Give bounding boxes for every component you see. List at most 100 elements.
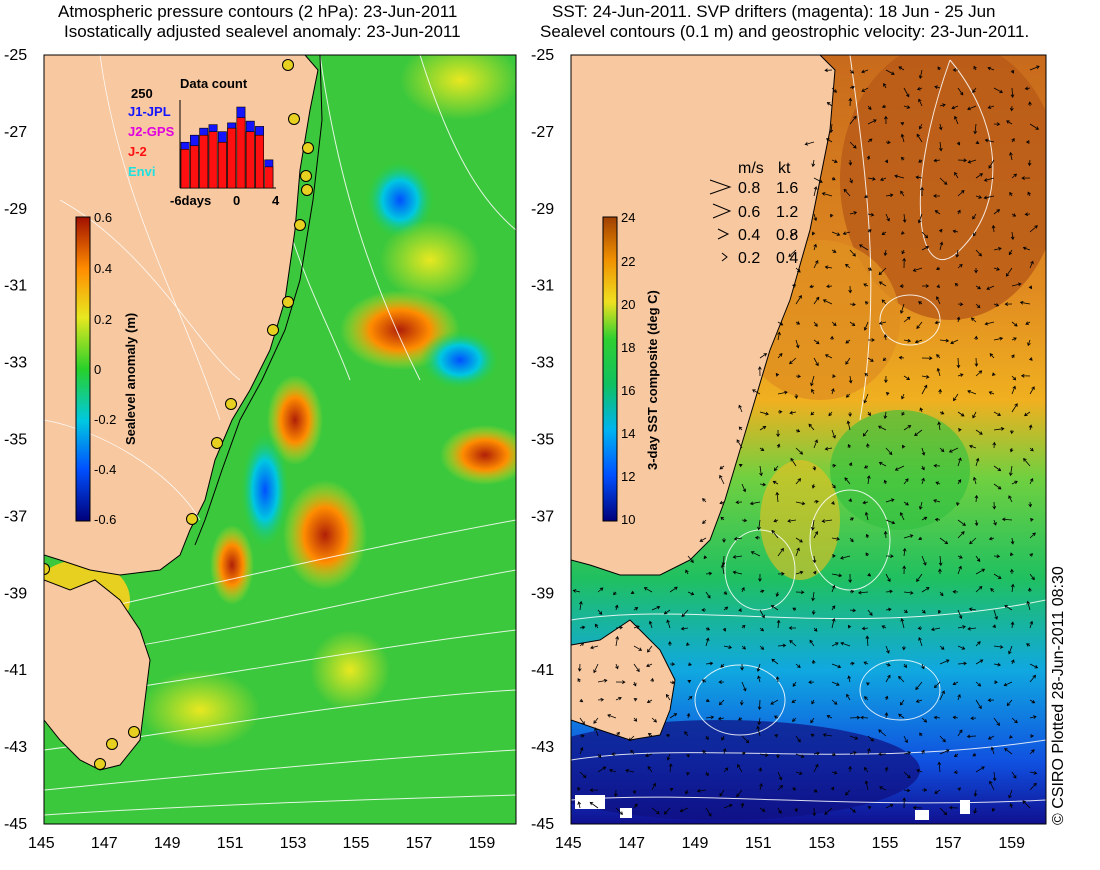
velocity-arrow xyxy=(831,536,840,541)
velocity-arrow xyxy=(885,193,894,198)
velocity-arrow xyxy=(795,570,804,575)
velocity-arrow xyxy=(991,372,996,377)
velocity-arrow xyxy=(648,620,653,629)
velocity-arrow xyxy=(973,65,977,71)
velocity-arrow xyxy=(777,410,783,414)
velocity-arrow xyxy=(939,749,950,755)
velocity-arrow xyxy=(847,675,851,683)
velocity-arrow xyxy=(831,663,842,669)
velocity-arrow xyxy=(643,587,653,593)
velocity-arrow xyxy=(900,231,905,235)
x-tick-right: 159 xyxy=(998,835,1025,852)
velocity-arrow xyxy=(878,281,887,287)
velocity-arrow xyxy=(938,123,943,131)
velocity-arrow xyxy=(739,699,744,706)
velocity-arrow xyxy=(938,388,943,395)
velocity-arrow xyxy=(861,626,869,631)
velocity-arrow xyxy=(795,735,801,743)
velocity-arrow xyxy=(795,447,804,455)
velocity-arrow xyxy=(863,465,869,469)
velocity-arrow xyxy=(863,661,869,665)
velocity-arrow xyxy=(1026,643,1031,647)
velocity-arrow xyxy=(881,104,887,109)
velocity-arrow xyxy=(594,727,599,737)
velocity-arrow xyxy=(848,624,852,629)
velocity-arrow xyxy=(810,717,815,724)
velocity-arrow xyxy=(957,264,963,269)
velocity-arrow xyxy=(1008,465,1013,477)
velocity-arrow xyxy=(651,605,661,611)
velocity-arrow xyxy=(902,797,907,809)
velocity-arrow xyxy=(824,265,833,270)
velocity-arrow xyxy=(810,375,815,387)
velocity-arrow xyxy=(1027,191,1031,197)
velocity-arrow xyxy=(1028,101,1032,107)
velocity-arrow xyxy=(831,463,837,468)
velocity-arrow xyxy=(937,609,942,614)
x-tick-left: 157 xyxy=(406,835,433,852)
velocity-arrow xyxy=(939,659,950,665)
velocity-arrow xyxy=(990,588,995,593)
x-tick-left: 149 xyxy=(154,835,181,852)
velocity-arrow xyxy=(826,102,833,107)
velocity-arrow xyxy=(842,231,851,236)
velocity-arrow xyxy=(723,803,733,809)
velocity-arrow xyxy=(721,555,726,566)
velocity-arrow xyxy=(829,123,834,134)
velocity-arrow xyxy=(867,411,871,416)
velocity-arrow xyxy=(795,294,802,305)
sst-tick: 16 xyxy=(621,383,635,398)
velocity-arrow xyxy=(757,519,761,531)
velocity-arrow xyxy=(885,69,895,75)
velocity-arrow xyxy=(903,87,910,98)
velocity-arrow xyxy=(993,427,1005,431)
inset-bar-red xyxy=(236,117,246,189)
velocity-arrow xyxy=(957,661,967,666)
velocity-arrow xyxy=(1029,357,1033,361)
velocity-arrow xyxy=(950,339,959,345)
velocity-arrow xyxy=(881,625,887,629)
velocity-arrow xyxy=(863,321,869,331)
velocity-arrow xyxy=(989,353,995,359)
velocity-arrow xyxy=(811,659,816,665)
velocity-arrow xyxy=(597,766,607,773)
velocity-arrow xyxy=(679,807,689,813)
velocity-arrow xyxy=(847,444,852,449)
y-tick-left: -43 xyxy=(4,739,27,756)
velocity-arrow xyxy=(953,753,959,758)
data-count-inset: Data count 250 J1-JPL J2-GPS J-2 Envi -6… xyxy=(128,76,280,208)
x-tick-right: 147 xyxy=(618,835,645,852)
velocity-arrow xyxy=(830,335,834,341)
velocity-arrow xyxy=(1008,789,1013,799)
velocity-arrow xyxy=(993,717,1000,726)
velocity-arrow xyxy=(933,715,941,720)
velocity-arrow xyxy=(939,807,948,816)
velocity-arrow xyxy=(993,303,1000,307)
velocity-arrow xyxy=(901,411,905,416)
velocity-arrow xyxy=(935,481,941,485)
velocity-arrow xyxy=(685,789,689,795)
inset-bar-red xyxy=(199,134,209,189)
velocity-arrow xyxy=(987,105,995,109)
velocity-arrow xyxy=(992,771,997,782)
velocity-arrow xyxy=(914,429,923,436)
sla-tick: -0.6 xyxy=(94,512,116,527)
velocity-arrow xyxy=(938,568,942,575)
velocity-arrow xyxy=(957,373,964,377)
velocity-arrow xyxy=(972,231,977,237)
velocity-arrow xyxy=(1010,568,1014,575)
x-tick-left: 153 xyxy=(280,835,307,852)
velocity-arrow xyxy=(1011,213,1017,217)
velocity-arrow xyxy=(825,138,833,143)
velocity-arrow xyxy=(831,374,836,378)
velocity-arrow xyxy=(750,551,761,557)
velocity-arrow xyxy=(831,501,835,505)
velocity-arrow xyxy=(993,267,1000,271)
velocity-arrow xyxy=(921,384,928,395)
velocity-arrow xyxy=(1009,191,1013,197)
velocity-arrow xyxy=(848,498,853,503)
velocity-arrow xyxy=(718,699,725,706)
velocity-arrow xyxy=(1019,300,1031,305)
velocity-arrow xyxy=(867,229,872,233)
velocity-arrow xyxy=(685,569,689,575)
